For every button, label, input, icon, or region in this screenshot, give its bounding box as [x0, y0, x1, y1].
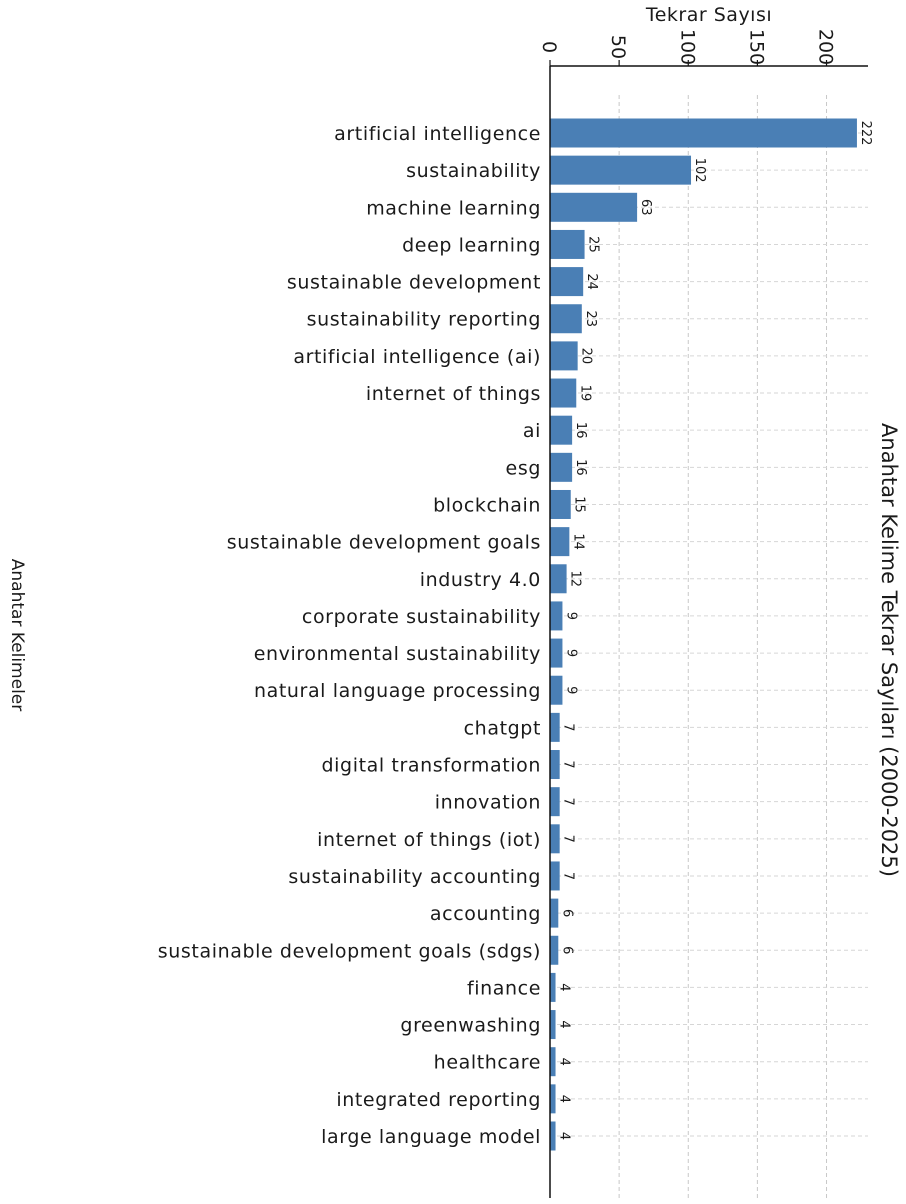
value-labels: 222 102 63 25 24 23 20 19 16 16 15 14 12 9 9 9 7 7 7 7 7 6 6 4 4… [557, 121, 873, 1141]
bar [550, 861, 560, 891]
value-label: 9 [563, 612, 578, 620]
category-label: artificial intelligence (ai) [293, 346, 541, 368]
value-label: 15 [572, 496, 587, 513]
bar [550, 229, 585, 259]
value-label: 7 [561, 872, 576, 880]
x-axis-title: Tekrar Sayısı [645, 4, 772, 26]
x-tick-label: 200 [815, 29, 837, 65]
category-label: accounting [430, 903, 541, 925]
category-label: ai [523, 420, 541, 442]
category-label: finance [467, 977, 541, 999]
category-label: sustainable development goals [227, 532, 541, 554]
bar [550, 564, 567, 594]
category-label: environmental sustainability [254, 643, 541, 665]
value-label: 4 [557, 1058, 572, 1066]
value-label: 25 [586, 236, 601, 253]
bar [550, 304, 582, 334]
bar [550, 972, 556, 1002]
bar [550, 452, 573, 482]
bar [550, 341, 578, 371]
category-label: sustainable development [287, 272, 541, 294]
value-label: 12 [568, 571, 583, 588]
bar [550, 675, 563, 705]
value-label: 222 [858, 121, 873, 146]
bar [550, 489, 571, 519]
bar [550, 118, 857, 148]
category-label: healthcare [434, 1052, 541, 1074]
value-label: 19 [577, 385, 592, 402]
category-labels: artificial intelligence sustainability mac… [158, 123, 541, 1148]
category-label: esg [506, 457, 541, 479]
category-label: sustainability accounting [288, 866, 541, 888]
category-label: innovation [435, 792, 541, 814]
value-label: 7 [561, 723, 576, 731]
bar [550, 378, 577, 408]
value-label: 9 [563, 649, 578, 657]
bar [550, 824, 560, 854]
value-label: 16 [573, 422, 588, 439]
category-label: sustainability [406, 160, 541, 182]
value-label: 4 [557, 1132, 572, 1140]
category-label: machine learning [366, 197, 541, 219]
chart-title: Anahtar Kelime Tekrar Sayıları (2000-202… [877, 423, 901, 877]
bar [550, 1084, 556, 1114]
bar [550, 267, 584, 297]
value-label: 23 [583, 310, 598, 327]
value-label: 16 [573, 459, 588, 476]
category-label: deep learning [402, 234, 541, 256]
bar [550, 1047, 556, 1077]
category-label: industry 4.0 [420, 569, 541, 591]
category-label: blockchain [433, 494, 541, 516]
bar [550, 155, 692, 185]
category-label: internet of things (iot) [317, 829, 541, 851]
value-label: 9 [563, 686, 578, 694]
value-label: 7 [561, 760, 576, 768]
value-label: 4 [557, 1095, 572, 1103]
bar [550, 527, 570, 557]
category-label: natural language processing [254, 680, 541, 702]
value-label: 7 [561, 798, 576, 806]
bar [550, 601, 563, 631]
category-label: artificial intelligence [334, 123, 541, 145]
bar [550, 935, 559, 965]
bar [550, 192, 638, 222]
value-label: 102 [692, 158, 707, 183]
category-label: corporate sustainability [302, 606, 541, 628]
grid [550, 95, 868, 1198]
bar [550, 1121, 556, 1151]
bar [550, 1010, 556, 1040]
category-label: integrated reporting [336, 1089, 541, 1111]
bars [550, 118, 857, 1151]
y-axis-title: Anahtar Kelimeler [7, 559, 27, 711]
x-tick-label: 150 [745, 29, 767, 65]
category-label: large language model [321, 1126, 541, 1148]
category-label: sustainability reporting [307, 309, 541, 331]
bar [550, 415, 573, 445]
x-tick-label: 50 [607, 35, 629, 59]
value-label: 6 [559, 946, 574, 954]
x-tick-label: 100 [676, 29, 698, 65]
x-tick-label: 0 [538, 41, 560, 53]
bar [550, 638, 563, 668]
category-label: greenwashing [400, 1015, 541, 1037]
bar [550, 712, 560, 742]
value-label: 7 [561, 835, 576, 843]
value-label: 14 [570, 533, 585, 550]
value-label: 4 [557, 1020, 572, 1028]
value-label: 63 [638, 199, 653, 216]
value-label: 20 [579, 348, 594, 365]
value-label: 24 [584, 273, 599, 290]
category-label: sustainable development goals (sdgs) [158, 940, 541, 962]
category-label: chatgpt [464, 717, 541, 739]
x-ticks: 0 50 100 150 200 [538, 29, 837, 66]
bar [550, 750, 560, 780]
axes [549, 65, 868, 1198]
bar [550, 898, 559, 928]
value-label: 6 [559, 909, 574, 917]
category-label: internet of things [366, 383, 541, 405]
value-label: 4 [557, 983, 572, 991]
bar [550, 787, 560, 817]
category-label: digital transformation [322, 755, 541, 777]
